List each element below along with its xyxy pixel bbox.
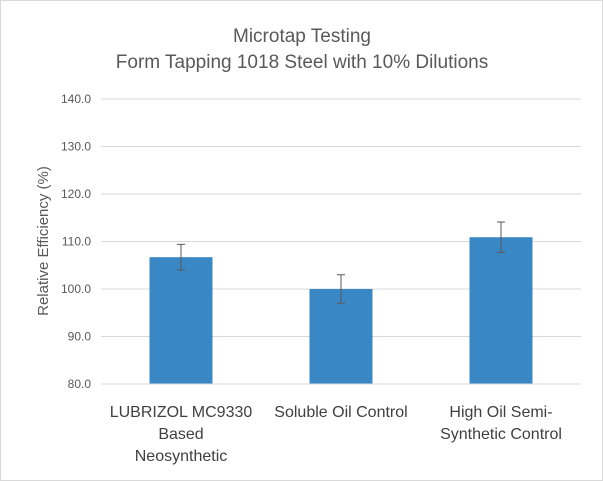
bar-3 <box>469 237 533 384</box>
y-tick-label: 100.0 <box>61 282 91 296</box>
category-label-2: Soluble Oil Control <box>274 404 407 421</box>
y-tick-label: 90.0 <box>68 330 92 344</box>
category-label-line: Based <box>158 426 203 443</box>
y-tick-label: 80.0 <box>68 377 92 391</box>
bars <box>149 237 533 384</box>
chart-title-line-1: Microtap Testing <box>233 26 371 47</box>
category-label-3: High Oil Semi- Synthetic Control <box>440 404 562 443</box>
category-label-line: High Oil Semi- <box>449 404 552 421</box>
chart-title: Microtap Testing Form Tapping 1018 Steel … <box>116 26 488 73</box>
y-tick-label: 110.0 <box>62 235 91 249</box>
y-axis-ticks: 80.0 90.0 100.0 110.0 120.0 130.0 140.0 <box>61 92 91 391</box>
y-axis-title: Relative Efficiency (%) <box>35 166 52 316</box>
category-label-line: Neosynthetic <box>135 448 228 465</box>
y-tick-label: 140.0 <box>61 92 91 106</box>
bar-2 <box>309 289 373 384</box>
y-tick-label: 120.0 <box>61 187 91 201</box>
category-label-line: Soluble Oil Control <box>274 404 407 421</box>
error-bar-2 <box>337 274 345 304</box>
y-tick-label: 130.0 <box>61 140 91 154</box>
error-bar-3 <box>497 221 505 253</box>
chart-title-line-2: Form Tapping 1018 Steel with 10% Dilutio… <box>116 52 488 73</box>
category-label-1: LUBRIZOL MC9330 Based Neosynthetic <box>110 404 253 465</box>
category-label-line: LUBRIZOL MC9330 <box>110 404 253 421</box>
bar-1 <box>149 257 213 384</box>
category-label-line: Synthetic Control <box>440 426 562 443</box>
category-labels: LUBRIZOL MC9330 Based Neosynthetic Soluble … <box>110 404 562 465</box>
error-bars <box>177 221 505 304</box>
error-bar-1 <box>177 243 185 271</box>
